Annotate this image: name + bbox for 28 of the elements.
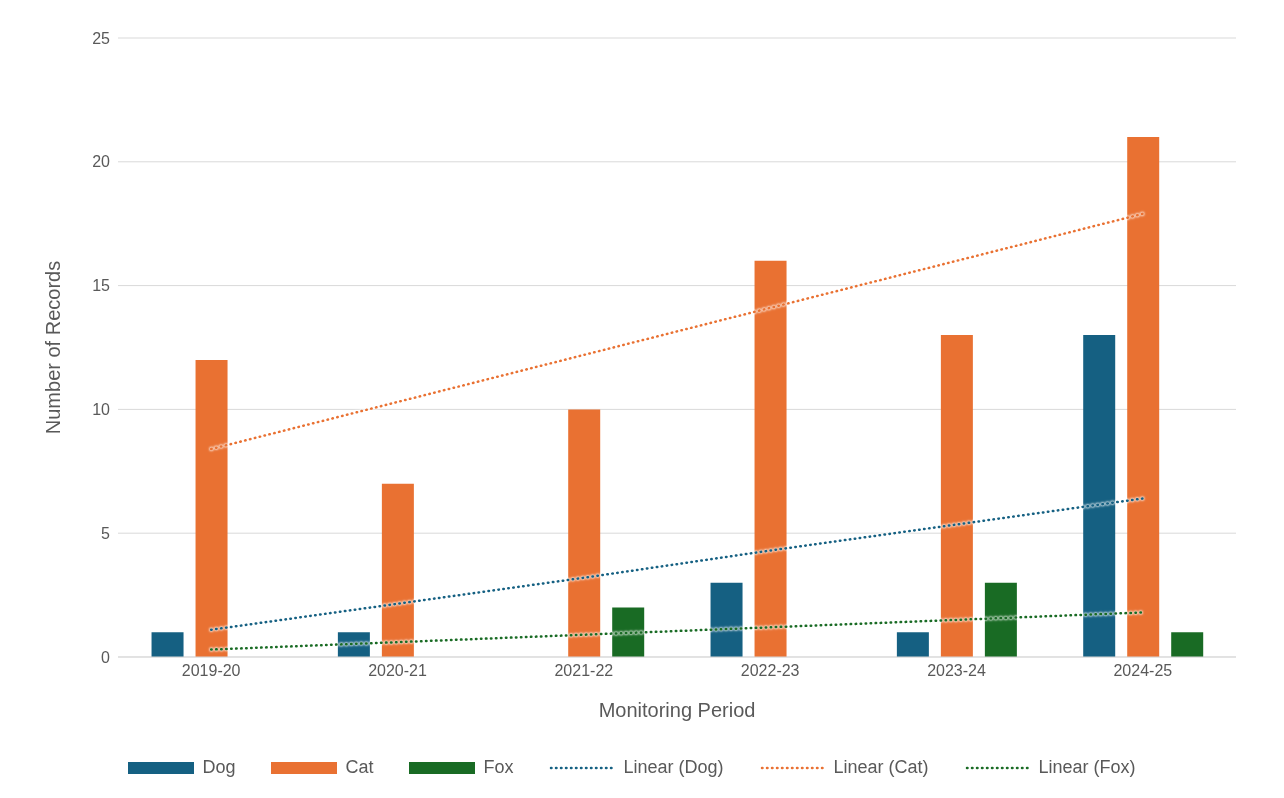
x-axis-title: Monitoring Period [598, 699, 756, 721]
bar [568, 409, 601, 657]
x-tick-label: 2020-21 [368, 662, 427, 680]
legend-label: Linear (Fox) [1038, 757, 1136, 778]
bar [710, 582, 743, 657]
x-tick-label: 2022-23 [740, 662, 800, 680]
legend-label: Dog [202, 757, 236, 778]
bar [151, 632, 184, 657]
y-tick-label: 10 [92, 401, 111, 419]
legend-label: Linear (Dog) [623, 757, 724, 778]
bar [940, 335, 973, 657]
legend-label: Linear (Cat) [833, 757, 929, 778]
y-tick-label: 15 [92, 277, 111, 295]
bar [337, 632, 370, 657]
bar [1171, 632, 1204, 657]
x-tick-label: 2024-25 [1113, 662, 1173, 680]
y-tick-label: 20 [92, 153, 111, 171]
legend-label: Cat [345, 757, 374, 778]
y-tick-label: 25 [92, 29, 111, 47]
x-tick-label: 2021-22 [554, 662, 614, 680]
y-tick-label: 0 [101, 648, 111, 666]
legend-label: Fox [483, 757, 514, 778]
x-tick-label: 2023-24 [927, 662, 986, 680]
bar [896, 632, 929, 657]
y-axis-title: Number of Records [42, 260, 65, 435]
bar [381, 483, 414, 657]
y-tick-label: 5 [101, 524, 111, 542]
x-tick-label: 2019-20 [181, 662, 241, 680]
